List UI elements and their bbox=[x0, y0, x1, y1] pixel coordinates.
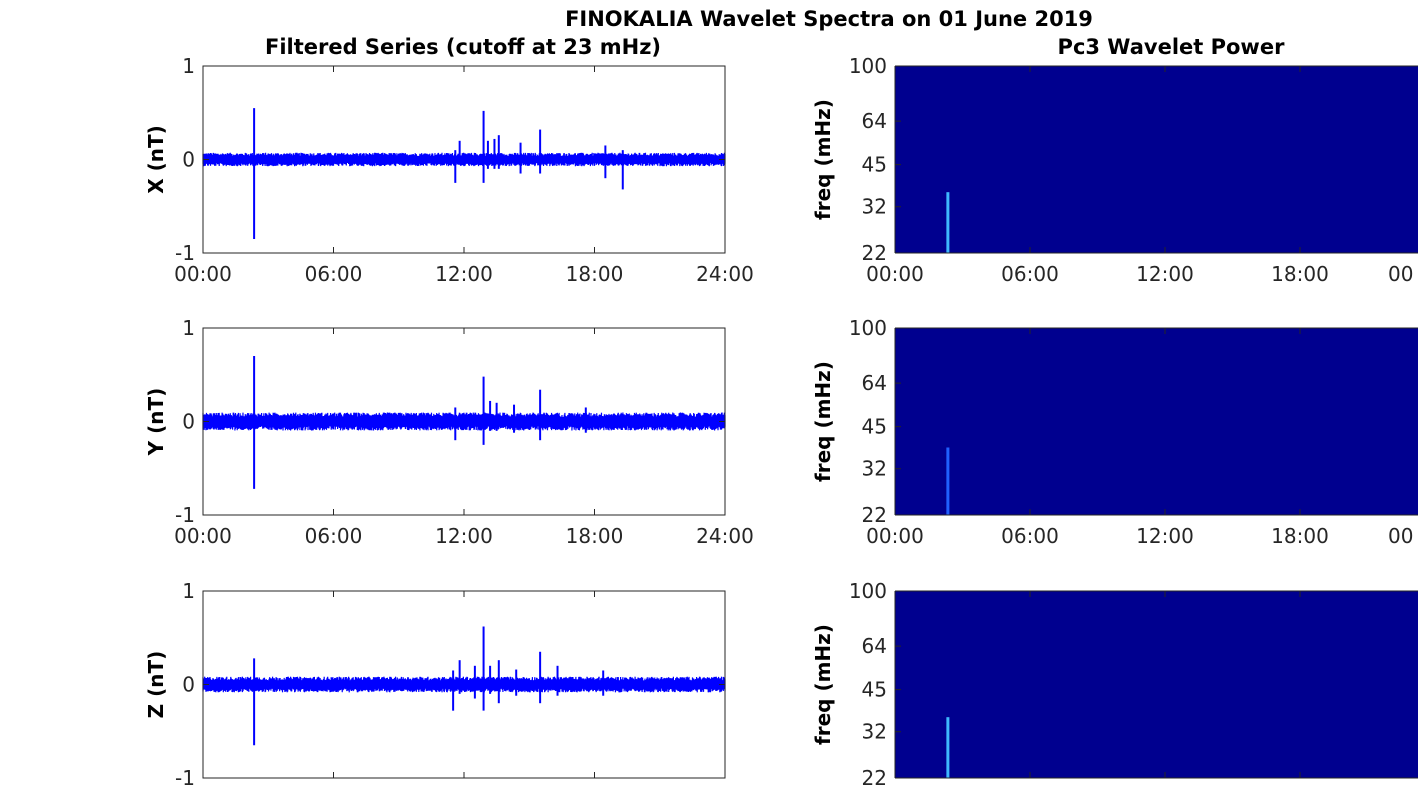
power-feature-0 bbox=[946, 717, 950, 778]
right-column-title: Pc3 Wavelet Power bbox=[1058, 35, 1286, 59]
x-tick-label: 06:00 bbox=[305, 262, 363, 286]
x-tick-label: 12:00 bbox=[1136, 524, 1194, 548]
heatmap-background bbox=[895, 328, 1418, 515]
x-tick-label: 12:00 bbox=[435, 262, 493, 286]
heatmap-background bbox=[895, 591, 1418, 778]
y-axis-label: freq (mHz) bbox=[811, 361, 835, 482]
y-axis-label: X (nT) bbox=[144, 125, 168, 194]
y-tick-label: 32 bbox=[862, 720, 887, 744]
wavelet-panel-x: 22 32 45 64 100 00:00 06:00 12:00 18:00 00 freq (m… bbox=[811, 54, 1418, 286]
y-axis-label: Z (nT) bbox=[144, 651, 168, 719]
x-tick-label: 00 bbox=[1388, 524, 1413, 548]
x-tick-label: 00:00 bbox=[174, 524, 232, 548]
x-tick-label: 24:00 bbox=[696, 262, 754, 286]
y-tick-label: 1 bbox=[182, 54, 195, 78]
x-tick-label: 00:00 bbox=[866, 524, 924, 548]
y-tick-label: 1 bbox=[182, 579, 195, 603]
line-panel-y: -1 0 1 00:00 06:00 12:00 18:00 24:00 Y (nT) bbox=[144, 316, 754, 548]
y-tick-label: 0 bbox=[182, 148, 195, 172]
y-tick-label: 22 bbox=[862, 503, 887, 527]
series-line bbox=[202, 412, 726, 431]
y-tick-label: 100 bbox=[849, 54, 887, 78]
series-line bbox=[202, 152, 726, 167]
y-tick-label: 0 bbox=[182, 673, 195, 697]
y-tick-label: 64 bbox=[862, 371, 887, 395]
y-tick-label: 22 bbox=[862, 241, 887, 265]
x-tick-label: 12:00 bbox=[1136, 262, 1194, 286]
y-tick-label: 32 bbox=[862, 195, 887, 219]
figure-title: FINOKALIA Wavelet Spectra on 01 June 201… bbox=[565, 7, 1093, 31]
wavelet-panel-z: 22 32 45 64 100 freq (mHz) bbox=[811, 579, 1418, 788]
y-tick-label: -1 bbox=[175, 766, 195, 788]
power-feature-0 bbox=[946, 192, 950, 253]
y-tick-label: -1 bbox=[175, 241, 195, 265]
x-tick-label: 18:00 bbox=[566, 524, 624, 548]
heatmap-background bbox=[895, 66, 1418, 253]
x-tick-label: 00 bbox=[1388, 262, 1413, 286]
x-tick-label: 00:00 bbox=[174, 262, 232, 286]
y-tick-label: 0 bbox=[182, 410, 195, 434]
x-tick-label: 06:00 bbox=[1001, 524, 1059, 548]
y-tick-label: 100 bbox=[849, 316, 887, 340]
left-column-title: Filtered Series (cutoff at 23 mHz) bbox=[265, 35, 661, 59]
y-tick-label: 32 bbox=[862, 457, 887, 481]
y-axis-label: freq (mHz) bbox=[811, 99, 835, 220]
y-tick-label: 1 bbox=[182, 316, 195, 340]
y-tick-label: 64 bbox=[862, 109, 887, 133]
power-feature-0 bbox=[946, 447, 950, 515]
x-tick-label: 18:00 bbox=[1271, 524, 1329, 548]
y-tick-label: 45 bbox=[862, 678, 887, 702]
y-axis-label: Y (nT) bbox=[144, 388, 168, 457]
x-tick-label: 12:00 bbox=[435, 524, 493, 548]
y-tick-label: 45 bbox=[862, 153, 887, 177]
x-tick-label: 24:00 bbox=[696, 524, 754, 548]
y-axis-label: freq (mHz) bbox=[811, 624, 835, 745]
y-tick-label: 22 bbox=[862, 766, 887, 788]
x-tick-label: 06:00 bbox=[1001, 262, 1059, 286]
y-tick-label: 64 bbox=[862, 634, 887, 658]
x-tick-label: 18:00 bbox=[566, 262, 624, 286]
x-tick-label: 06:00 bbox=[305, 524, 363, 548]
line-panel-z: -1 0 1 Z (nT) bbox=[144, 579, 726, 788]
line-panel-x: -1 0 1 00:00 06:00 12:00 18:00 24:00 X (nT) bbox=[144, 54, 754, 286]
y-tick-label: 45 bbox=[862, 415, 887, 439]
x-tick-label: 18:00 bbox=[1271, 262, 1329, 286]
x-tick-label: 00:00 bbox=[866, 262, 924, 286]
wavelet-panel-y: 22 32 45 64 100 00:00 06:00 12:00 18:00 00 freq (m… bbox=[811, 316, 1418, 548]
y-tick-label: 100 bbox=[849, 579, 887, 603]
y-tick-label: -1 bbox=[175, 503, 195, 527]
series-line bbox=[202, 676, 726, 693]
